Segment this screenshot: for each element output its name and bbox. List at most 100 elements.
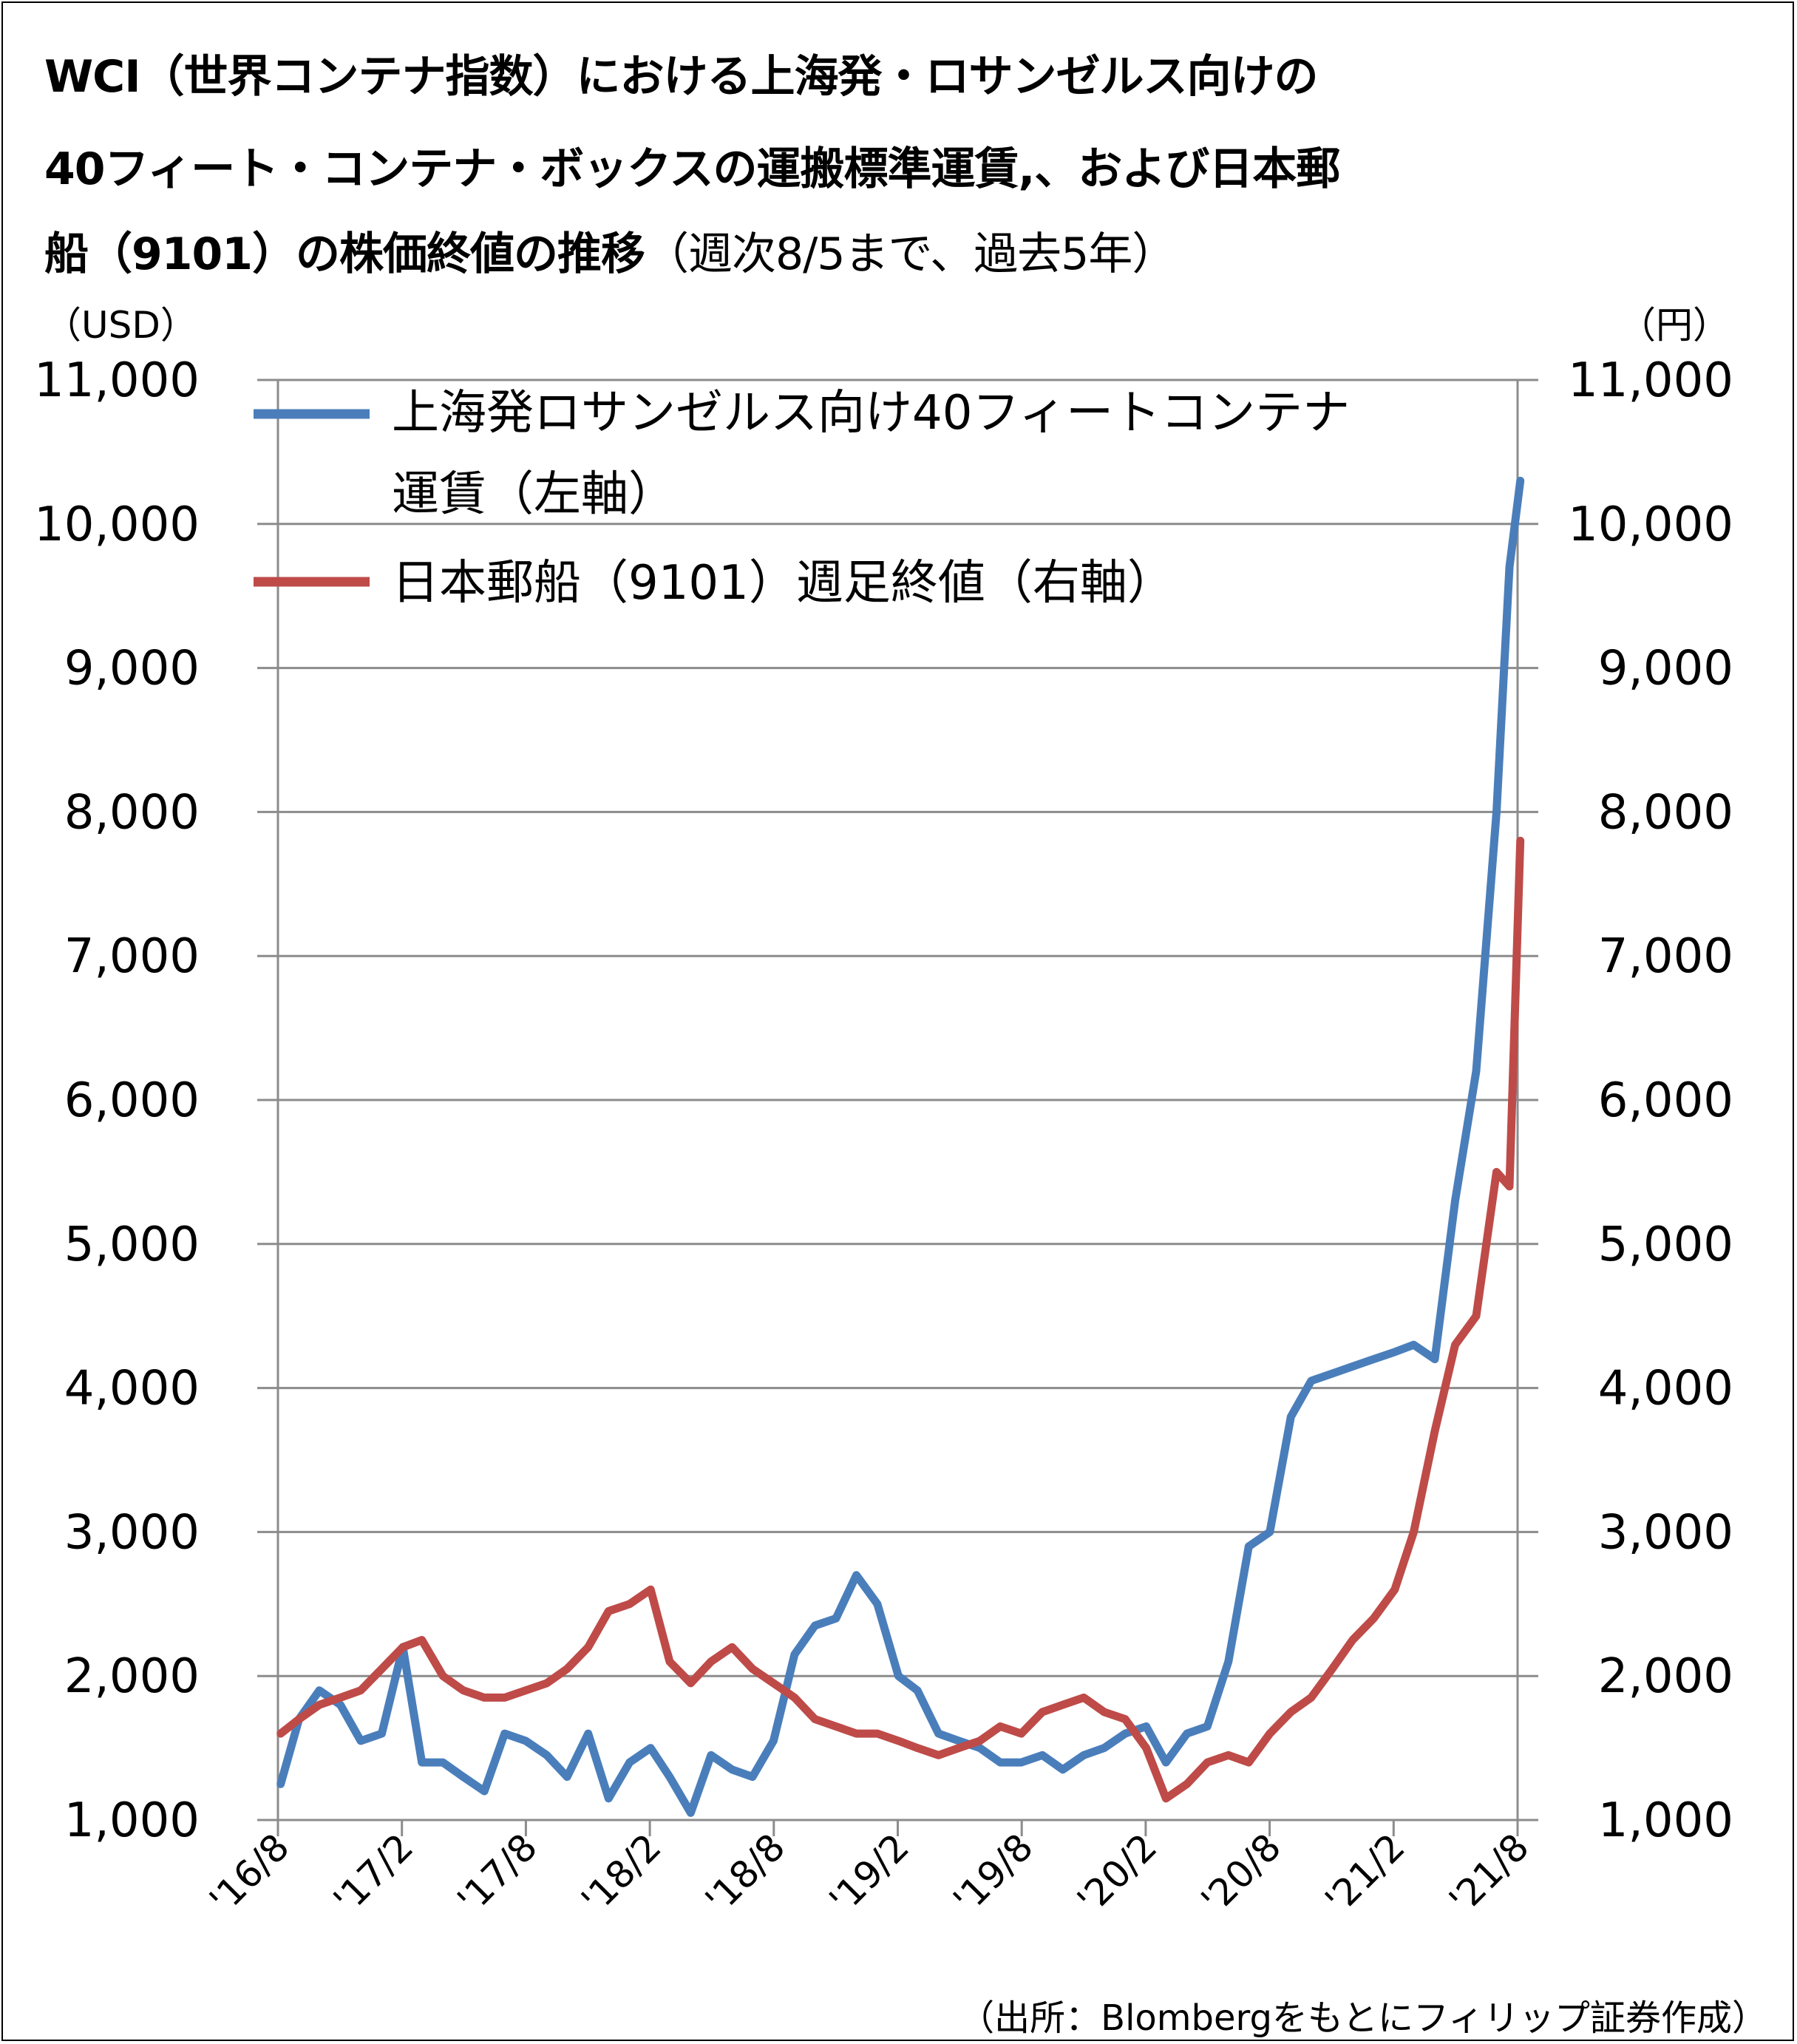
data-point [1268,1531,1271,1533]
series-line-nyk-stock [276,836,1525,1803]
data-point [525,1689,527,1691]
data-point [1165,1797,1167,1799]
data-point [1373,1617,1375,1620]
data-point [1020,1733,1022,1735]
data-point [650,1589,652,1591]
axes [257,378,1519,1836]
x-tick-labels: '16/8 '17/2 '17/8 '18/2 '18/8 '19/2 '19/8 '20/2… [201,1825,1537,1921]
left-y-tick-label: 7,000 [64,929,200,984]
data-point [1519,480,1521,482]
data-point [442,1762,444,1764]
right-y-tick-label: 10,000 [1568,498,1733,552]
data-point [401,1646,404,1649]
data-point [381,1668,383,1670]
data-point [1413,1344,1415,1346]
data-point [751,1668,753,1670]
data-point [1475,1070,1477,1073]
data-point [1083,1697,1085,1699]
data-point [668,1660,670,1663]
data-point [876,1733,878,1735]
data-point [462,1776,464,1778]
data-point [483,1697,486,1699]
data-point [546,1682,548,1684]
left-y-tick-label: 6,000 [64,1073,200,1128]
data-point [525,1739,527,1742]
data-point [1042,1711,1044,1713]
data-point [421,1762,423,1764]
data-point [628,1762,631,1764]
data-point [1393,1351,1396,1353]
data-point [608,1610,610,1612]
right-axis-unit: （円） [1619,304,1730,347]
left-y-tick-label: 2,000 [64,1649,200,1704]
data-point [958,1739,960,1742]
chart-title-line-1: WCI（世界コンテナ指数）における上海発・ロサンゼルス向けの [44,51,1319,103]
data-point [1393,1589,1396,1591]
data-point [503,1733,506,1735]
data-point [1042,1754,1044,1756]
data-point [1310,1379,1312,1382]
data-point [1145,1747,1147,1749]
data-point [1268,1733,1271,1735]
data-point [1351,1639,1353,1641]
data-point [937,1754,940,1756]
data-point [1508,566,1510,568]
data-point [979,1739,981,1742]
data-point [628,1603,631,1605]
data-point [814,1718,816,1720]
x-tick-label: '19/2 [821,1825,917,1921]
data-point [1206,1725,1209,1728]
data-point [483,1790,486,1793]
data-point [319,1704,321,1706]
left-y-tick-label: 9,000 [64,642,200,696]
right-y-tick-label: 4,000 [1598,1362,1733,1416]
data-point [339,1704,342,1706]
data-point [1373,1358,1375,1360]
data-point [772,1682,775,1684]
right-y-tick-label: 5,000 [1598,1218,1733,1272]
left-y-tick-label: 11,000 [34,353,200,408]
data-point [1310,1697,1312,1699]
x-tick-label: '20/2 [1069,1825,1165,1921]
left-y-tick-label: 10,000 [34,498,200,552]
right-y-tick-label: 3,000 [1598,1505,1733,1560]
chart-subtitle: （週次8/5まで、過去5年） [645,228,1176,280]
x-tick-label: '20/8 [1193,1825,1289,1921]
data-point [1103,1711,1105,1713]
data-point [1186,1733,1188,1735]
data-point [1495,1171,1498,1173]
data-point [917,1689,919,1691]
chart-title-line-2: 40フィート・コンテナ・ボックスの運搬標準運賃,、および日本郵 [44,143,1340,195]
data-point [772,1739,775,1742]
data-point [1061,1704,1064,1706]
series-line-container-rate [276,476,1525,1817]
chart-title-line-3-bold: 船（9101）の株価終値の推移 [44,228,645,280]
data-point [897,1675,900,1677]
data-point [1206,1762,1209,1764]
x-tick-label: '21/8 [1441,1825,1537,1921]
right-y-tick-label: 1,000 [1598,1793,1733,1848]
data-point [650,1747,652,1749]
data-point [1227,1660,1229,1663]
data-point [710,1660,712,1663]
data-point [897,1739,900,1742]
right-y-tick-labels: 1,000 2,000 3,000 4,000 5,000 6,000 7,000 8,000… [1568,353,1733,1848]
data-point [1519,840,1521,842]
right-y-tick-label: 7,000 [1598,929,1733,984]
data-point [1124,1718,1127,1720]
left-y-tick-label: 8,000 [64,785,200,840]
data-point [668,1776,670,1778]
x-tick-label: '17/2 [325,1825,421,1921]
data-point [751,1776,753,1778]
data-point [1083,1754,1085,1756]
data-point [279,1783,282,1785]
data-point [1508,1185,1510,1187]
data-point [381,1733,383,1735]
left-y-tick-labels: 1,000 2,000 3,000 4,000 5,000 6,000 7,000 8,000… [34,353,200,1848]
data-point [1290,1711,1292,1713]
data-point [546,1754,548,1756]
data-point [979,1747,981,1749]
data-point [835,1725,837,1728]
left-y-tick-label: 1,000 [64,1793,200,1848]
right-y-tick-label: 2,000 [1598,1649,1733,1704]
